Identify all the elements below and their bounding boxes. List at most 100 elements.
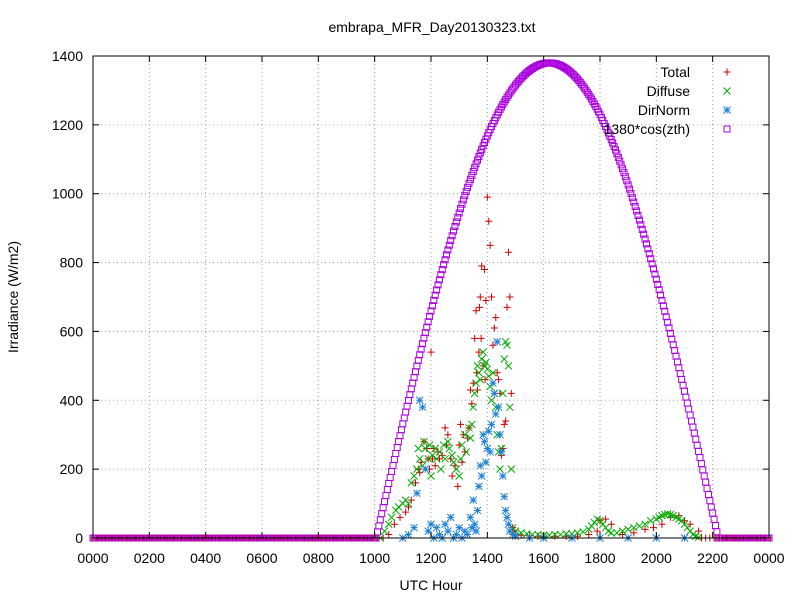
data-point (562, 530, 571, 538)
data-point (402, 408, 410, 416)
data-point (613, 150, 621, 158)
data-point (640, 230, 648, 238)
data-point (410, 523, 418, 532)
data-point (692, 435, 700, 443)
data-point (428, 451, 437, 460)
data-point (466, 513, 475, 522)
data-point (378, 510, 386, 518)
data-point (477, 334, 485, 342)
data-point (469, 403, 478, 412)
data-point (703, 484, 711, 492)
data-point (472, 379, 480, 387)
data-point (497, 448, 506, 456)
legend: Total Diffuse DirNorm 1380*cos(zth) (604, 64, 731, 137)
legend-label: Diffuse (647, 83, 691, 99)
data-point (466, 175, 474, 183)
data-point (673, 358, 681, 366)
legend-swatch (723, 106, 731, 114)
data-point (614, 153, 622, 161)
x-axis-label: UTC Hour (399, 577, 462, 593)
data-point (650, 265, 658, 273)
data-point (466, 434, 475, 443)
data-point (459, 196, 467, 204)
data-point (379, 504, 387, 512)
data-point (414, 465, 422, 473)
data-point (695, 447, 703, 455)
data-point (445, 241, 453, 249)
data-point (444, 431, 452, 439)
data-point (410, 472, 418, 480)
data-point (691, 532, 700, 541)
data-point (483, 193, 491, 201)
data-point (471, 334, 479, 342)
data-point (376, 516, 384, 524)
data-point (475, 368, 483, 377)
data-point (441, 256, 449, 264)
data-point (427, 520, 435, 529)
data-point (490, 324, 498, 332)
data-point (487, 396, 496, 405)
data-point (437, 465, 445, 473)
data-point (481, 265, 489, 273)
data-point (434, 281, 442, 289)
data-point (428, 302, 436, 310)
data-point (493, 337, 502, 346)
data-point (381, 498, 389, 506)
data-point (681, 387, 688, 395)
data-point (661, 307, 669, 315)
data-point (418, 403, 427, 412)
data-point (448, 472, 456, 480)
data-point (491, 410, 500, 418)
data-point (441, 454, 449, 463)
data-point (420, 334, 428, 342)
data-point (442, 251, 450, 259)
data-point (479, 430, 487, 439)
data-point (500, 420, 508, 428)
data-point (479, 348, 487, 356)
data-point (431, 444, 440, 453)
data-point (482, 296, 490, 304)
data-point (683, 399, 691, 407)
data-point (438, 266, 446, 274)
x-tick-label: 2000 (641, 550, 672, 566)
data-point (666, 510, 675, 519)
data-point (676, 370, 684, 378)
data-point (448, 451, 456, 460)
data-point (507, 389, 515, 397)
data-point (633, 207, 641, 215)
data-point (415, 454, 424, 463)
data-point (682, 393, 690, 401)
data-point (385, 480, 393, 488)
data-point (710, 515, 718, 523)
series-plus (379, 193, 703, 542)
data-point (475, 482, 483, 491)
data-point (711, 522, 719, 530)
x-tick-label: 0800 (303, 550, 334, 566)
data-point (498, 472, 507, 480)
data-point (400, 414, 408, 422)
x-tick-label: 0600 (246, 550, 277, 566)
x-tick-label: 2200 (697, 550, 728, 566)
data-point (504, 520, 513, 529)
data-point (485, 217, 493, 225)
data-point (617, 161, 625, 169)
data-point (441, 424, 449, 432)
data-point (511, 532, 520, 541)
data-point (621, 173, 629, 181)
data-point (457, 205, 465, 213)
data-point (482, 358, 490, 367)
data-point (593, 527, 601, 535)
y-tick-label: 1400 (52, 48, 83, 64)
data-point (426, 312, 434, 320)
data-point (430, 296, 438, 304)
data-point (373, 528, 381, 536)
data-point (402, 508, 410, 516)
data-point (420, 437, 428, 446)
data-point (446, 513, 455, 522)
data-point (456, 454, 465, 463)
data-point (433, 286, 441, 294)
data-point (424, 527, 433, 535)
data-point (460, 430, 469, 439)
data-point (500, 355, 509, 363)
data-point (439, 441, 448, 449)
